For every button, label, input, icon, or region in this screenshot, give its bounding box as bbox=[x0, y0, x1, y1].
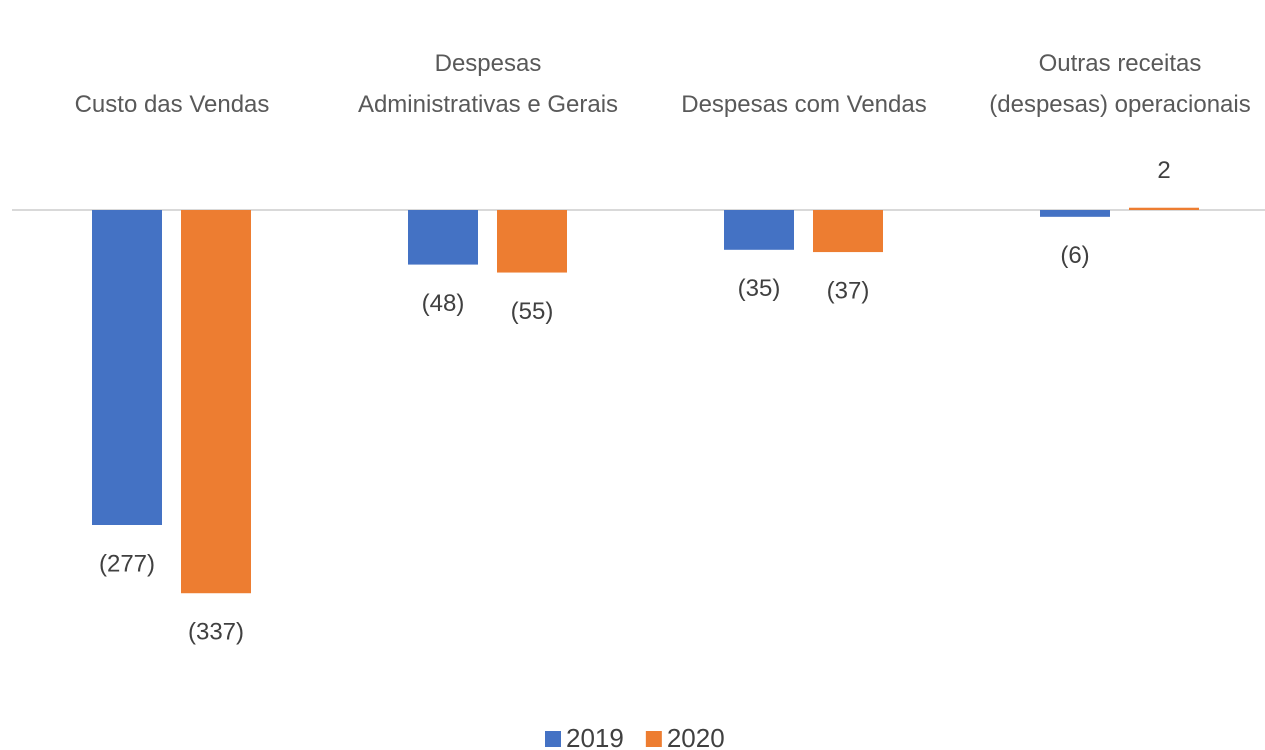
bar bbox=[813, 210, 883, 253]
data-label: (37) bbox=[827, 277, 870, 304]
category-label: Outras receitas (despesas) operacionais bbox=[989, 50, 1251, 118]
data-label: 2 bbox=[1157, 157, 1170, 184]
legend-swatch bbox=[645, 731, 662, 747]
category-label: Despesas Administrativas e Gerais bbox=[357, 50, 619, 118]
legend-label: 2019 bbox=[566, 723, 624, 750]
data-label: (48) bbox=[422, 290, 465, 317]
legend-swatch bbox=[545, 731, 561, 747]
data-label: (55) bbox=[511, 298, 554, 325]
bar bbox=[1129, 207, 1199, 210]
data-label: (277) bbox=[99, 550, 155, 577]
bar bbox=[181, 210, 251, 594]
category-label: Despesas com Vendas bbox=[681, 91, 927, 118]
bar bbox=[1040, 210, 1110, 217]
data-label: (35) bbox=[738, 275, 781, 302]
bar bbox=[92, 210, 162, 525]
category-label: Custo das Vendas bbox=[74, 91, 270, 118]
data-label: (6) bbox=[1060, 242, 1089, 269]
bar bbox=[408, 210, 478, 265]
legend-label: 2020 bbox=[667, 723, 725, 750]
bar bbox=[497, 210, 567, 273]
bar bbox=[724, 210, 794, 250]
data-label: (337) bbox=[188, 619, 244, 646]
